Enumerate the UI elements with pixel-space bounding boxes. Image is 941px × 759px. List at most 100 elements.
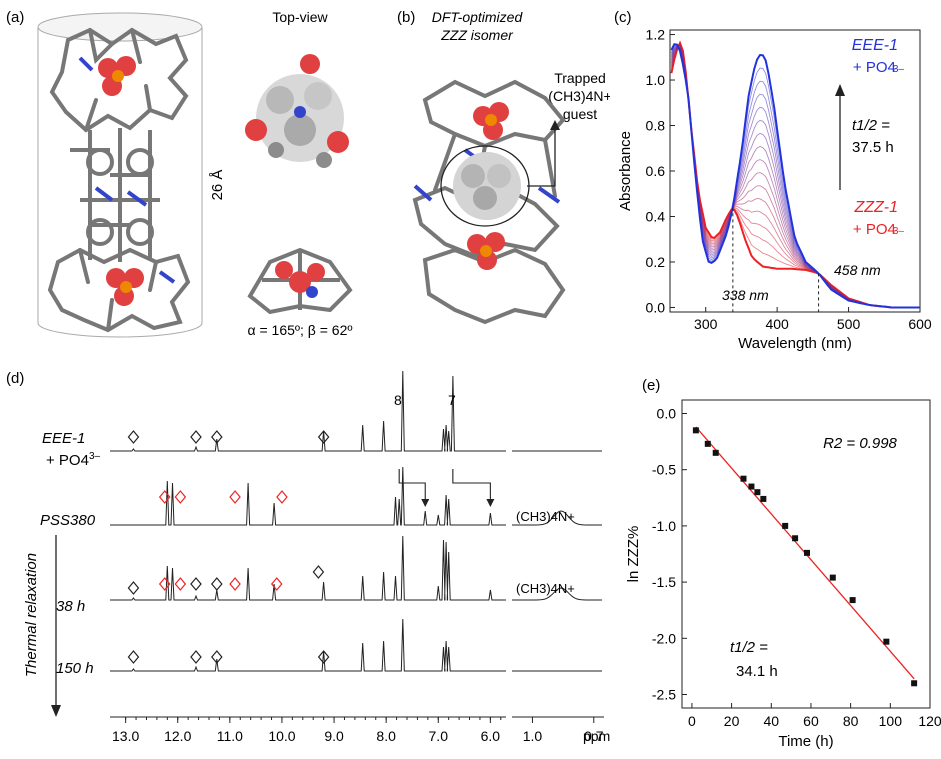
top-view-label: Top-view — [272, 9, 328, 25]
e-x-tick-label: 120 — [918, 713, 941, 729]
e-y-tick-label: -2.5 — [652, 687, 676, 703]
eee-peak-diamond — [127, 581, 140, 595]
guest-atom — [487, 164, 511, 188]
panel-b-title-line1: DFT-optimized — [432, 9, 524, 25]
data-point — [712, 449, 719, 456]
eee-peak-diamond — [312, 565, 325, 579]
c-half-life-value: 37.5 h — [852, 139, 894, 156]
phosphate-top-b — [473, 102, 509, 140]
t150-label: 150 h — [56, 660, 94, 677]
panel-e-label: (e) — [642, 377, 660, 394]
nmr-tick-label: 8.0 — [376, 728, 396, 744]
zzz-peak-diamond — [158, 490, 171, 504]
spectrum-pss — [110, 466, 506, 526]
nmr-tick-label: 6.0 — [481, 728, 501, 744]
intermediate-spectrum — [670, 42, 920, 308]
nmr-inset-tick-label: 1.0 — [523, 728, 543, 744]
data-point — [754, 489, 761, 496]
peak-shift-arrow-7 — [452, 469, 491, 503]
panel-e-kinetics-chart: (e) 0.0 -0.5 -1.0 -1.5 -2.0 -2.5 0 20 40 60 80 100 1… — [625, 377, 941, 750]
panel-b: (b) DFT-optimized ZZZ isomer Trapped (CH… — [397, 9, 610, 325]
panel-d-nmr: (d) EEE-1 + PO43– PSS380 38 h 150 h Ther… — [6, 370, 610, 744]
eee-peak-diamond — [317, 650, 330, 664]
zzz-peak-diamond — [174, 577, 187, 591]
spectrum-150h — [110, 618, 506, 672]
e-x-tick-label: 0 — [688, 713, 696, 729]
nmr-tick-label: 12.0 — [164, 728, 191, 744]
e-y-tick-label: -2.0 — [652, 630, 676, 646]
molecule-cage-eee — [47, 27, 191, 333]
nmr-tick-label: 13.0 — [112, 728, 139, 744]
c-x-axis-label: Wavelength (nm) — [738, 335, 852, 352]
c-y-tick-label: 1.2 — [646, 27, 666, 43]
data-point — [829, 574, 836, 581]
t38-label: 38 h — [56, 598, 85, 615]
e-x-tick-label: 60 — [803, 713, 819, 729]
c-x-tick-label: 600 — [908, 316, 932, 332]
nmr-tick-label: 9.0 — [324, 728, 344, 744]
eee-plus-label: + PO43– — [853, 59, 905, 76]
panel-c-uv-chart: (c) 0.0 0.2 0.4 0.6 0.8 1.0 1.2 300 400 500 600 Wav… — [614, 9, 932, 352]
eee-peak-diamond — [190, 430, 202, 444]
c-y-tick-label: 1.0 — [646, 72, 666, 88]
peak-7-label: 7 — [448, 392, 456, 408]
c-y-tick-label: 0.0 — [646, 299, 666, 315]
eee-peak-diamond — [211, 430, 223, 444]
c-y-tick-label: 0.2 — [646, 254, 666, 270]
pss-label: PSS380 — [40, 512, 96, 529]
c-y-axis-label: Absorbance — [617, 131, 634, 211]
e-y-tick-label: -0.5 — [652, 462, 676, 478]
top-cap-framework — [49, 27, 189, 133]
inset-38h — [512, 587, 602, 601]
data-point — [782, 522, 789, 529]
data-point — [883, 638, 890, 645]
nmr-inset-tick-label: 0.7 — [584, 728, 604, 744]
guest-label-pss: (CH3)4N+ — [516, 509, 575, 524]
angles-label: α = 165º; β = 62º — [248, 322, 353, 338]
panel-a: (a) 26 Å — [6, 9, 353, 338]
d-eee-plus: + PO43– — [46, 451, 101, 469]
top-view-molecule — [245, 54, 349, 168]
panel-a-label: (a) — [6, 9, 24, 26]
spectrum-eee — [110, 370, 506, 452]
c-y-tick-label: 0.8 — [646, 118, 666, 134]
e-x-axis-label: Time (h) — [778, 733, 833, 750]
zzz-plus-label: + PO43– — [853, 221, 905, 238]
isosbestic-458: 458 nm — [834, 262, 881, 278]
phosphate-bottom — [106, 268, 144, 306]
panel-b-label: (b) — [397, 9, 415, 26]
peak-shift-arrow-8-head — [421, 499, 430, 507]
guest-label-38h: (CH3)4N+ — [516, 581, 575, 596]
zzz-peak-diamond — [270, 577, 283, 591]
peak-shift-arrow-8 — [398, 469, 426, 503]
e-x-tick-label: 40 — [763, 713, 779, 729]
linker-strands — [70, 128, 160, 262]
c-x-tick-label: 500 — [837, 316, 861, 332]
panel-d-label: (d) — [6, 370, 24, 387]
data-point — [849, 597, 856, 604]
eee-peak-diamond — [127, 430, 140, 444]
d-eee-label: EEE-1 — [42, 430, 85, 447]
e-x-tick-label: 20 — [724, 713, 740, 729]
trapped-label-line2: (CH3)4N+ — [548, 88, 610, 104]
zzz-peak-diamond — [174, 490, 187, 504]
azo-groups — [78, 56, 176, 284]
e-y-tick-label: -1.5 — [652, 574, 676, 590]
panel-c-label: (c) — [614, 9, 632, 26]
e-y-axis-label: ln ZZZ% — [625, 526, 642, 583]
e-x-tick-label: 80 — [843, 713, 859, 729]
guest-arrow-head — [550, 120, 560, 130]
eee-peak-diamond — [317, 430, 330, 444]
intermediate-spectrum — [670, 43, 920, 308]
guest-atom — [473, 186, 497, 210]
data-point — [704, 440, 711, 447]
intermediate-spectrum — [670, 42, 920, 308]
eee-peak-diamond — [211, 577, 223, 591]
thermal-relaxation-label: Thermal relaxation — [23, 553, 40, 677]
panel-b-title-line2: ZZZ isomer — [440, 27, 514, 43]
e-y-tick-label: -1.0 — [652, 518, 676, 534]
guest-atom — [461, 164, 485, 188]
c-y-tick-label: 0.4 — [646, 208, 666, 224]
e-plot-frame — [681, 399, 931, 709]
thermal-arrow-head — [51, 705, 61, 717]
